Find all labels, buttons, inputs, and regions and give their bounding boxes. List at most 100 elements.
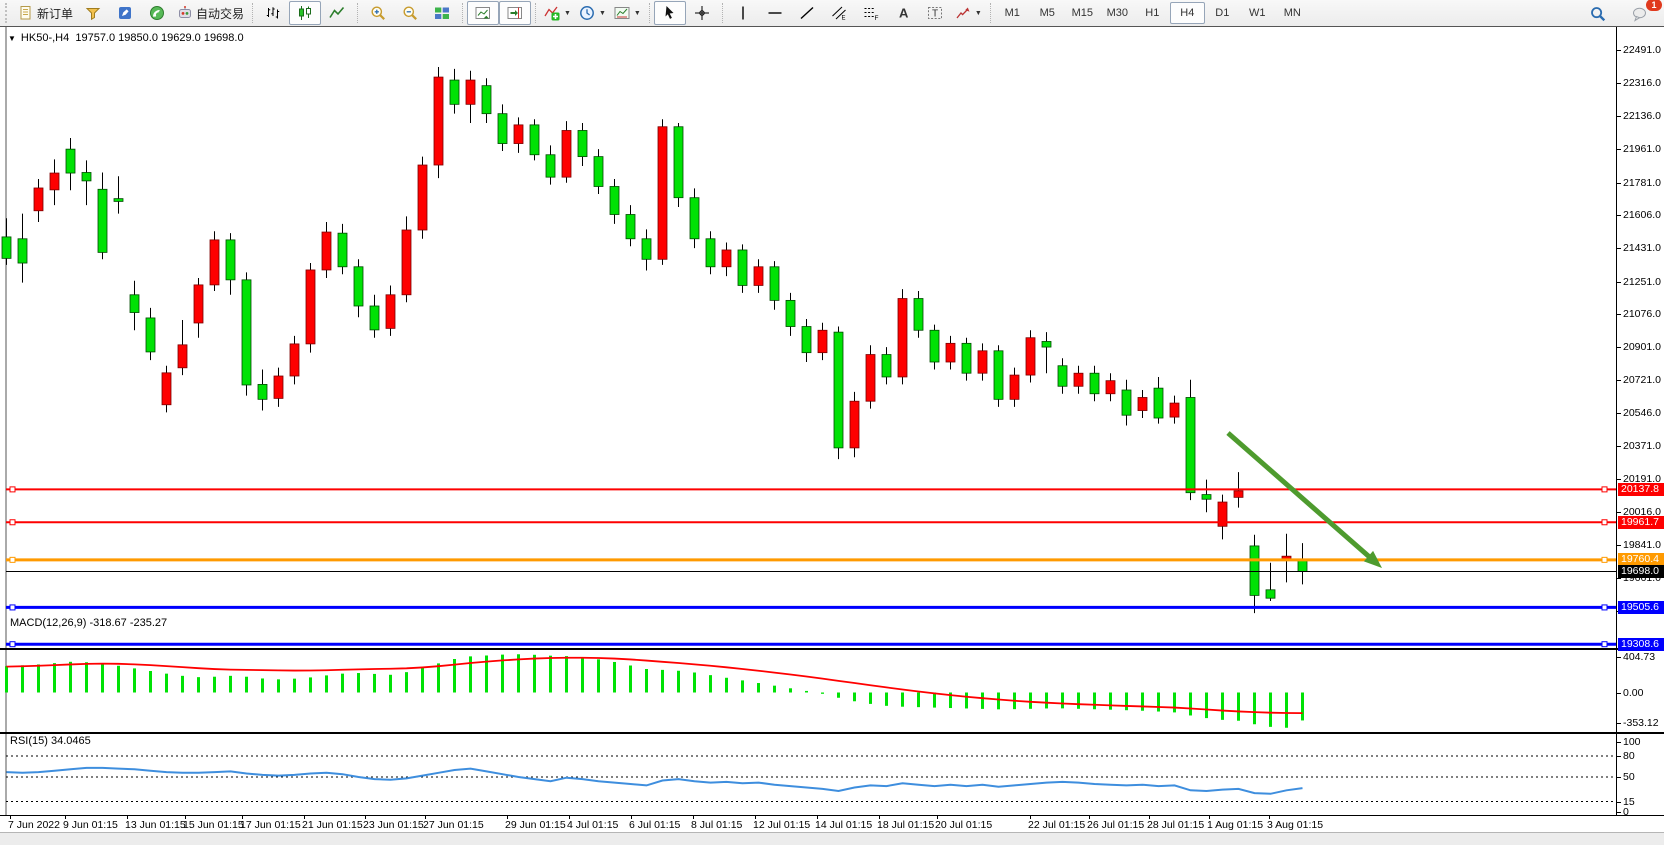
panel-separator[interactable]: [0, 648, 1664, 650]
line-anchor[interactable]: [1601, 604, 1608, 611]
line-anchor[interactable]: [1601, 519, 1608, 526]
line-anchor[interactable]: [1601, 486, 1608, 493]
price-axis-label: 20371.0: [1623, 439, 1661, 452]
line-anchor[interactable]: [9, 604, 16, 611]
search-button[interactable]: [1582, 2, 1614, 26]
tile-windows-button[interactable]: [426, 1, 458, 25]
time-axis[interactable]: 7 Jun 2022 9 Jun 01:15 13 Jun 01:15 15 Jun …: [0, 815, 1664, 832]
timeframe-d1[interactable]: D1: [1215, 7, 1230, 19]
time-axis-label: 13 Jun 01:15: [125, 819, 186, 831]
candle: [881, 347, 892, 385]
candlestick-chart-button[interactable]: [289, 1, 322, 25]
line-chart-button[interactable]: [321, 1, 353, 25]
chart-title: ▼ HK50-,H4 19757.0 19850.0 19629.0 19698.…: [8, 32, 244, 44]
toolbar-separator: [648, 3, 650, 23]
axis-tick: [365, 816, 366, 819]
time-axis-label: 20 Jul 01:15: [935, 819, 993, 831]
toolbar-separator: [989, 3, 991, 23]
line-anchor[interactable]: [1601, 556, 1608, 563]
crosshair-button[interactable]: [686, 1, 718, 25]
indicators-button[interactable]: ▼: [540, 1, 575, 25]
arrows-button[interactable]: ▼: [951, 1, 986, 25]
axis-tick: [10, 816, 11, 819]
macd-axis-label: 0.00: [1623, 686, 1644, 699]
line-anchor[interactable]: [9, 519, 16, 526]
timeframe-m1[interactable]: M1: [1004, 7, 1020, 19]
equidistant-channel-button[interactable]: E: [823, 1, 855, 25]
time-axis-label: 17 Jun 01:15: [240, 819, 301, 831]
line-anchor[interactable]: [9, 486, 16, 493]
price-chart[interactable]: [0, 27, 1616, 649]
price-axis-label: 22136.0: [1623, 110, 1661, 123]
zoom-out-icon: [402, 5, 418, 21]
candle: [241, 272, 252, 396]
horizontal-line-button[interactable]: [759, 1, 791, 25]
chevron-down-icon[interactable]: ▼: [598, 9, 606, 17]
text-button[interactable]: A: [887, 1, 919, 25]
chevron-down-icon[interactable]: ▼: [633, 9, 641, 17]
autoscroll-icon: [475, 5, 491, 21]
line-anchor[interactable]: [1601, 641, 1608, 648]
templates-button[interactable]: ▼: [610, 1, 645, 25]
new-order-button[interactable]: 新订单: [14, 1, 77, 25]
periods-button[interactable]: ▼: [575, 1, 610, 25]
rsi-panel[interactable]: [0, 733, 1616, 815]
price-chip-19505.6: 19505.6: [1618, 600, 1664, 614]
svg-text:A: A: [899, 6, 909, 21]
auto-scroll-button[interactable]: [467, 1, 500, 25]
svg-text:F: F: [874, 15, 878, 21]
zoom-in-icon: [370, 5, 386, 21]
axis-tick: [1617, 247, 1621, 249]
candle: [801, 319, 812, 363]
panel-separator[interactable]: [0, 732, 1664, 734]
metaeditor-button[interactable]: [109, 1, 141, 25]
line-anchor[interactable]: [9, 641, 16, 648]
ohlc-open: 19757.0: [75, 32, 116, 44]
auto-trading-button[interactable]: 自动交易: [173, 1, 248, 25]
axis-tick: [1209, 816, 1210, 819]
axis-tick: [1617, 346, 1621, 348]
fibonacci-button[interactable]: F: [855, 1, 887, 25]
signals-button[interactable]: [141, 1, 173, 25]
chevron-down-icon[interactable]: ▼: [974, 9, 982, 17]
trendline-button[interactable]: [791, 1, 823, 25]
price-axis[interactable]: 22491.0 22316.0 22136.0 21961.0 21781.0 21606…: [1616, 27, 1664, 832]
price-axis-label: 21961.0: [1623, 142, 1661, 155]
price-axis-label: 19841.0: [1623, 538, 1661, 551]
timeframe-m5[interactable]: M5: [1039, 7, 1055, 19]
zoom-in-button[interactable]: [362, 1, 394, 25]
trend-arrow[interactable]: [1226, 431, 1377, 564]
candle: [1265, 562, 1276, 602]
chart-profile-button[interactable]: [77, 1, 109, 25]
text-label-button[interactable]: T: [919, 1, 951, 25]
bar-chart-button[interactable]: [257, 1, 289, 25]
candle: [833, 326, 844, 460]
timeframe-mn[interactable]: MN: [1283, 7, 1301, 19]
trend-arrow-head[interactable]: [1363, 550, 1382, 568]
chart-shift-button[interactable]: [499, 1, 532, 25]
timeframe-h4[interactable]: H4: [1169, 2, 1205, 24]
time-axis-label: 15 Jun 01:15: [183, 819, 244, 831]
vertical-line-button[interactable]: [727, 1, 759, 25]
chevron-down-icon[interactable]: ▼: [564, 9, 571, 17]
candle: [865, 345, 876, 409]
time-axis-label: 28 Jul 01:15: [1147, 819, 1205, 831]
candle: [497, 104, 508, 152]
cursor-button[interactable]: [653, 1, 686, 25]
candle: [465, 70, 476, 124]
axis-tick: [1617, 116, 1621, 118]
timeframe-h1[interactable]: H1: [1145, 7, 1160, 19]
price-axis-label: 20191.0: [1623, 473, 1661, 486]
chat-button[interactable]: 1: [1624, 0, 1662, 26]
candle: [1073, 365, 1084, 394]
collapse-icon[interactable]: ▼: [8, 34, 16, 43]
chartshift-icon: [507, 5, 523, 21]
timeframe-m30[interactable]: M30: [1106, 7, 1128, 19]
timeframe-m15[interactable]: M15: [1071, 7, 1093, 19]
line-anchor[interactable]: [9, 556, 16, 563]
candle: [897, 289, 908, 385]
zoom-out-button[interactable]: [394, 1, 426, 25]
timeframe-w1[interactable]: W1: [1249, 7, 1266, 19]
candle: [321, 221, 332, 278]
macd-panel[interactable]: [0, 649, 1616, 733]
